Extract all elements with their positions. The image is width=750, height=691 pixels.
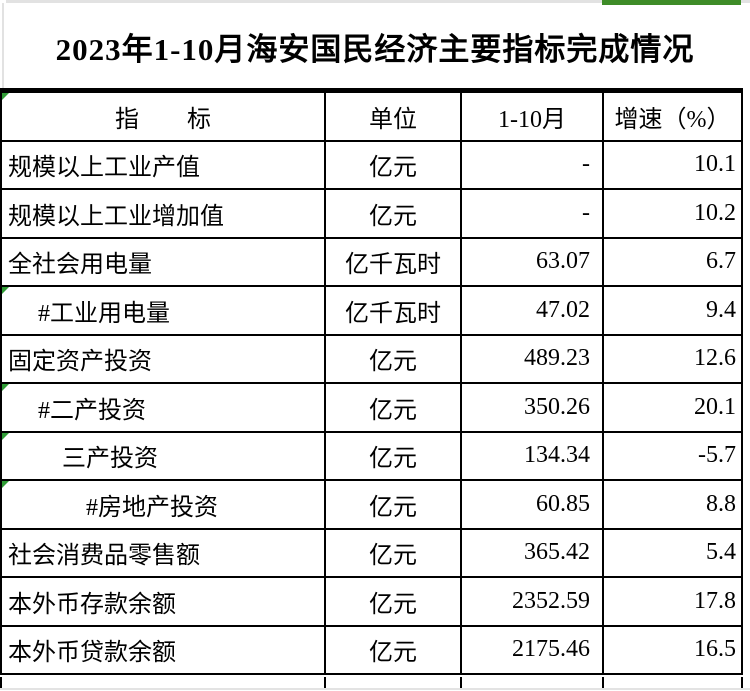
unit-cell[interactable]: 亿元 [326,529,462,576]
page-title: 2023年1-10月海安国民经济主要指标完成情况 [55,32,695,67]
table-row: #工业用电量 亿千瓦时 47.02 9.4 [2,287,741,336]
cell-corner-flag-icon [2,93,9,100]
indicator-cell[interactable]: #工业用电量 [2,287,326,334]
unit-cell[interactable]: 亿元 [326,335,462,382]
cell-corner-flag-icon [2,287,9,294]
growth-cell[interactable]: 10.1 [694,151,736,178]
cell-corner-flag-icon [2,432,9,440]
gridline-segment [324,677,326,688]
table-row: 本外币贷款余额 亿元 2175.46 16.5 [2,626,741,675]
table-row: #房地产投资 亿元 60.85 8.8 [2,481,741,530]
value-cell[interactable]: 134.34 [462,432,604,479]
growth-cell[interactable]: 6.7 [706,248,736,275]
gridline-segment [602,677,604,688]
table-header-row: 指 标 单位 1-10月 增速（%） [2,93,741,142]
table-row: 三产投资 亿元 134.34 -5.7 [2,432,741,481]
unit-cell[interactable]: 亿元 [326,432,462,479]
cutoff-row [0,677,750,691]
growth-cell[interactable]: 5.4 [706,539,736,566]
header-growth[interactable]: 增速（%） [614,106,731,133]
growth-cell[interactable]: 12.6 [694,345,736,372]
bottom-gridline [0,688,750,690]
growth-cell[interactable]: 9.4 [706,296,736,323]
indicator-cell[interactable]: 三产投资 [2,432,326,479]
green-fill-strip [602,0,741,5]
cell-corner-flag-icon [2,384,9,391]
indicator-cell[interactable]: 全社会用电量 [2,238,326,285]
unit-cell[interactable]: 亿千瓦时 [326,287,462,334]
left-gridline [2,3,4,88]
indicators-table: 指 标 单位 1-10月 增速（%） 规模以上工业产值 亿元 - 10.1 规模… [0,88,743,675]
indicator-cell[interactable]: #二产投资 [2,384,326,431]
table-row: 规模以上工业产值 亿元 - 10.1 [2,141,741,190]
indicator-cell[interactable]: #房地产投资 [2,481,326,528]
table-row: 规模以上工业增加值 亿元 - 10.2 [2,190,741,239]
unit-cell[interactable]: 亿千瓦时 [326,238,462,285]
header-indicator[interactable]: 指 标 [2,93,326,140]
value-cell[interactable]: 47.02 [462,287,604,334]
value-cell[interactable]: 350.26 [462,384,604,431]
table-row: 固定资产投资 亿元 489.23 12.6 [2,335,741,384]
growth-cell[interactable]: 17.8 [694,587,736,614]
header-period[interactable]: 1-10月 [462,93,604,140]
growth-cell[interactable]: 8.8 [706,490,736,517]
top-gridline [6,0,602,3]
value-cell[interactable]: - [462,190,604,237]
table-row: 本外币存款余额 亿元 2352.59 17.8 [2,578,741,627]
indicator-cell[interactable]: 规模以上工业产值 [2,141,326,188]
value-cell[interactable]: 2175.46 [462,626,604,673]
indicator-cell[interactable]: 本外币存款余额 [2,578,326,625]
unit-cell[interactable]: 亿元 [326,578,462,625]
value-cell[interactable]: 365.42 [462,529,604,576]
indicator-cell[interactable]: 固定资产投资 [2,335,326,382]
unit-cell[interactable]: 亿元 [326,626,462,673]
unit-cell[interactable]: 亿元 [326,481,462,528]
growth-cell[interactable]: -5.7 [698,442,736,469]
table-row: 全社会用电量 亿千瓦时 63.07 6.7 [2,238,741,287]
indicator-cell[interactable]: 社会消费品零售额 [2,529,326,576]
indicator-cell[interactable]: 规模以上工业增加值 [2,190,326,237]
value-cell[interactable]: - [462,141,604,188]
value-cell[interactable]: 489.23 [462,335,604,382]
gridline-segment [460,677,462,688]
gridline-segment [0,677,2,688]
indicator-cell[interactable]: 本外币贷款余额 [2,626,326,673]
header-unit[interactable]: 单位 [326,93,462,140]
value-cell[interactable]: 2352.59 [462,578,604,625]
growth-cell[interactable]: 16.5 [694,636,736,663]
unit-cell[interactable]: 亿元 [326,384,462,431]
table-row: #二产投资 亿元 350.26 20.1 [2,384,741,433]
cell-corner-flag-icon [2,481,9,488]
table-row: 社会消费品零售额 亿元 365.42 5.4 [2,529,741,578]
unit-cell[interactable]: 亿元 [326,141,462,188]
growth-cell[interactable]: 10.2 [694,199,736,226]
value-cell[interactable]: 60.85 [462,481,604,528]
gridline-segment [741,677,743,688]
growth-cell[interactable]: 20.1 [694,393,736,420]
unit-cell[interactable]: 亿元 [326,190,462,237]
top-gridline-right [741,0,750,3]
value-cell[interactable]: 63.07 [462,238,604,285]
